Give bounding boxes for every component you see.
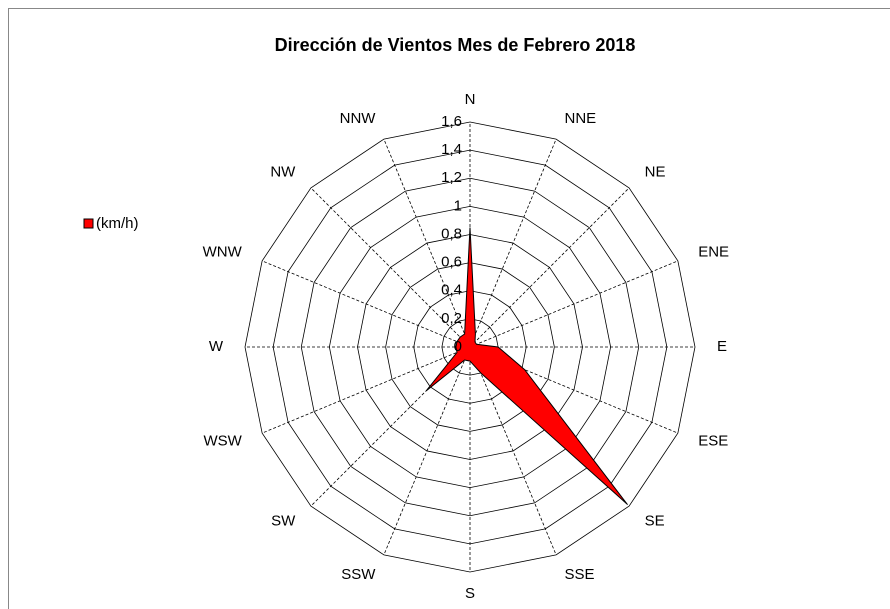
grid-ring <box>441 318 499 376</box>
category-label: W <box>209 338 224 355</box>
labels: 00,20,40,60,811,21,41,6NNNENEENEEESESESS… <box>83 91 729 602</box>
y-tick-label: 1 <box>454 197 462 214</box>
category-label: NE <box>645 163 666 180</box>
plot <box>425 227 628 505</box>
category-label: NW <box>270 163 296 180</box>
category-label: SSW <box>341 566 376 583</box>
category-label: ESE <box>698 432 728 449</box>
category-label: S <box>465 585 475 602</box>
y-tick-label: 1,2 <box>441 169 462 186</box>
y-tick-label: 0,6 <box>441 254 462 271</box>
y-tick-label: 0,4 <box>441 282 462 299</box>
grid-ring <box>385 262 555 432</box>
y-tick-label: 0 <box>454 338 462 355</box>
grid-ring <box>272 149 668 545</box>
grid-ring <box>413 290 527 404</box>
chart-title: Dirección de Vientos Mes de Febrero 2018 <box>275 35 636 55</box>
y-tick-label: 0,8 <box>441 225 462 242</box>
category-label: E <box>717 338 727 355</box>
legend-swatch <box>83 218 94 229</box>
category-label: NNW <box>340 110 377 127</box>
grid-ring <box>357 234 583 460</box>
category-label: NNE <box>565 110 597 127</box>
legend-label: (km/h) <box>96 215 139 232</box>
y-tick-label: 0,2 <box>441 310 462 327</box>
category-label: ENE <box>698 243 729 260</box>
y-tick-label: 1,6 <box>441 113 462 130</box>
category-label: SSE <box>565 566 595 583</box>
category-label: SE <box>645 513 665 530</box>
chart-frame <box>8 8 890 609</box>
category-label: SW <box>271 513 296 530</box>
y-tick-label: 1,4 <box>441 141 462 158</box>
category-label: WSW <box>203 432 242 449</box>
grid-ring <box>300 177 640 517</box>
radar-area <box>425 227 628 505</box>
category-label: N <box>465 91 476 108</box>
category-label: WNW <box>203 243 243 260</box>
grid-ring <box>328 205 612 489</box>
grid-ring <box>244 121 696 573</box>
